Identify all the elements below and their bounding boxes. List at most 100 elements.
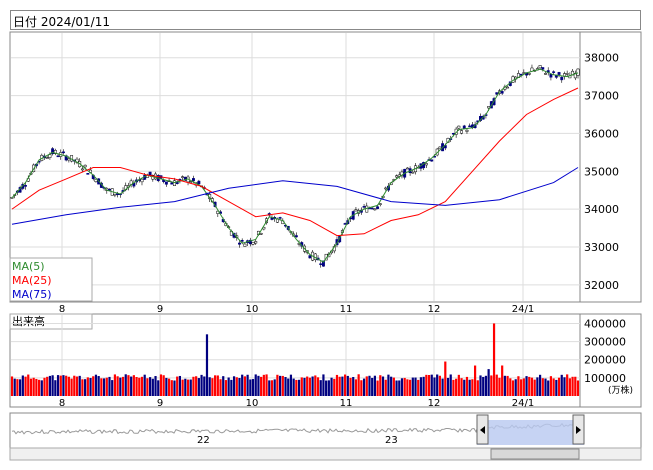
price-x-tick-label: 24/1	[512, 304, 534, 315]
volume-bar	[306, 376, 309, 396]
volume-bar	[200, 374, 203, 396]
volume-bar	[135, 376, 138, 396]
volume-bar	[276, 374, 279, 396]
price-x-tick-label: 9	[157, 304, 163, 315]
volume-bar	[344, 374, 347, 396]
volume-bar	[563, 377, 566, 396]
price-y-tick-label: 35000	[584, 165, 619, 178]
volume-bars	[10, 323, 580, 396]
volume-bar	[360, 380, 363, 396]
candle-body	[560, 76, 564, 81]
volume-bar	[576, 380, 580, 396]
volume-bar	[157, 380, 160, 396]
volume-bar	[511, 380, 515, 396]
volume-bar	[243, 376, 246, 396]
volume-bar	[544, 378, 547, 396]
volume-bar	[21, 375, 24, 396]
volume-y-ticks: 100000 200000 300000 400000	[584, 317, 626, 384]
candle-body	[45, 157, 49, 159]
volume-bar	[403, 377, 406, 396]
volume-bar	[284, 377, 287, 396]
volume-bar	[449, 374, 452, 396]
candle-body	[240, 240, 244, 242]
volume-bar	[181, 379, 184, 396]
candle-body	[457, 125, 461, 129]
price-x-tick-label: 8	[59, 304, 65, 315]
volume-bar	[62, 375, 65, 396]
volume-bar	[184, 378, 187, 396]
volume-bar	[113, 374, 117, 396]
volume-bar	[427, 374, 431, 396]
candle-body	[465, 129, 469, 132]
price-x-tick-label: 10	[246, 304, 259, 315]
candle-body	[373, 208, 377, 211]
volume-bar	[273, 379, 276, 396]
volume-bar	[111, 380, 114, 396]
volume-bar	[463, 379, 466, 396]
volume-unit: (万株)	[608, 384, 633, 396]
volume-bar	[222, 376, 225, 396]
volume-bar	[130, 376, 133, 396]
volume-bar	[568, 378, 571, 396]
volume-bar	[140, 376, 144, 396]
volume-bar	[73, 375, 76, 396]
volume-bar	[349, 377, 352, 396]
volume-bar	[571, 376, 574, 396]
candle-body	[565, 73, 569, 75]
volume-bar	[319, 380, 322, 396]
volume-bar	[468, 379, 471, 396]
volume-bar	[162, 375, 165, 396]
navigator-selection[interactable]	[477, 420, 584, 445]
volume-bar	[362, 378, 366, 396]
ma-legend	[9, 257, 93, 302]
candle-body	[164, 181, 168, 185]
volume-bar	[346, 375, 349, 396]
navigator-right-handle[interactable]	[572, 414, 585, 445]
volume-bar	[422, 376, 425, 396]
volume-bar	[408, 379, 412, 396]
date-label: 日付 2024/01/11	[13, 15, 110, 29]
volume-bar	[251, 379, 255, 396]
candle-body	[83, 164, 87, 168]
volume-bar	[536, 377, 539, 396]
navigator-scrollbar[interactable]	[9, 447, 642, 461]
candle-body	[538, 65, 542, 69]
volume-bar	[560, 374, 563, 396]
date-bar: 日付 2024/01/11	[10, 10, 641, 30]
candle-body	[500, 91, 504, 94]
volume-bar	[392, 377, 395, 396]
volume-bar	[341, 376, 344, 396]
volume-bar	[108, 376, 111, 396]
volume-bar	[311, 376, 314, 396]
volume-bar	[246, 374, 249, 396]
volume-bar	[476, 380, 479, 396]
volume-bar	[235, 377, 238, 396]
volume-bar	[86, 377, 89, 396]
volume-bar	[249, 379, 252, 396]
candle-body	[197, 180, 201, 185]
volume-bar	[325, 380, 328, 396]
volume-bar	[260, 376, 263, 396]
volume-bar	[297, 379, 301, 396]
volume-bar	[268, 380, 271, 396]
volume-bar	[373, 375, 376, 396]
volume-bar	[398, 380, 401, 396]
nav-label-22: 22	[197, 435, 210, 446]
volume-x-ticks: 8 9 10 11 12 24/1	[59, 398, 534, 409]
candle-body	[576, 68, 580, 76]
navigator-left-handle[interactable]	[476, 414, 489, 445]
scrollbar-thumb[interactable]	[490, 448, 580, 460]
volume-bar	[205, 334, 209, 396]
candle-body	[94, 179, 98, 182]
volume-bar	[165, 377, 168, 396]
volume-bar	[292, 378, 295, 396]
volume-bar	[417, 379, 420, 396]
price-y-tick-label: 38000	[584, 52, 619, 65]
volume-bar	[528, 376, 531, 396]
candle-body	[189, 181, 193, 183]
volume-bar	[509, 378, 512, 396]
volume-bar	[70, 378, 73, 396]
volume-bar	[78, 375, 81, 396]
volume-bar	[501, 365, 504, 396]
